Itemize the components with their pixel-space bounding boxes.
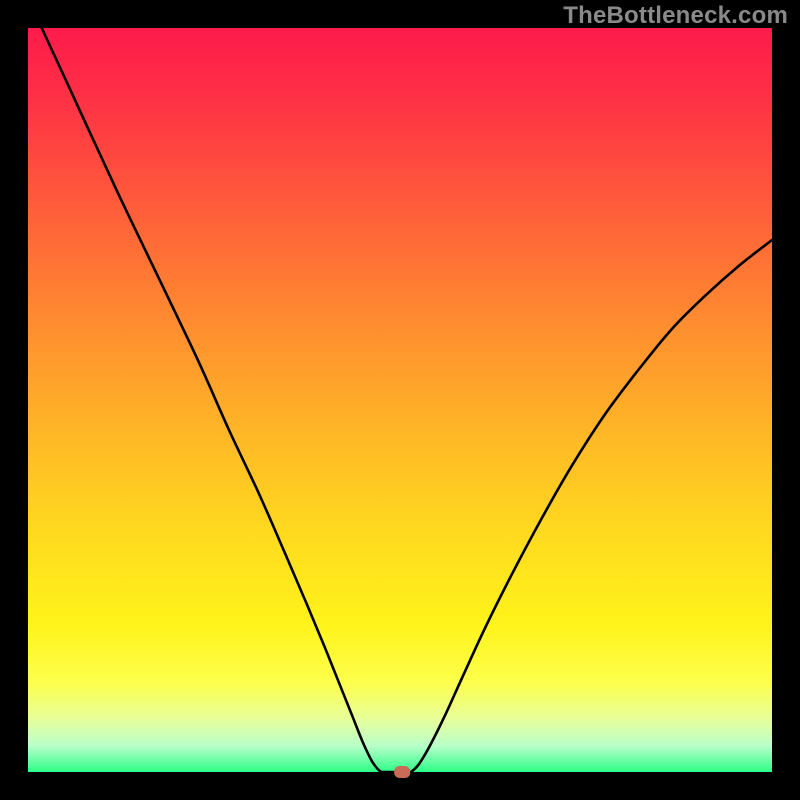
bottleneck-chart-svg xyxy=(0,0,800,800)
watermark-text: TheBottleneck.com xyxy=(563,2,788,30)
chart-gradient-bg xyxy=(28,28,772,772)
optimal-point-marker xyxy=(394,766,410,778)
outer-frame: TheBottleneck.com xyxy=(0,0,800,800)
